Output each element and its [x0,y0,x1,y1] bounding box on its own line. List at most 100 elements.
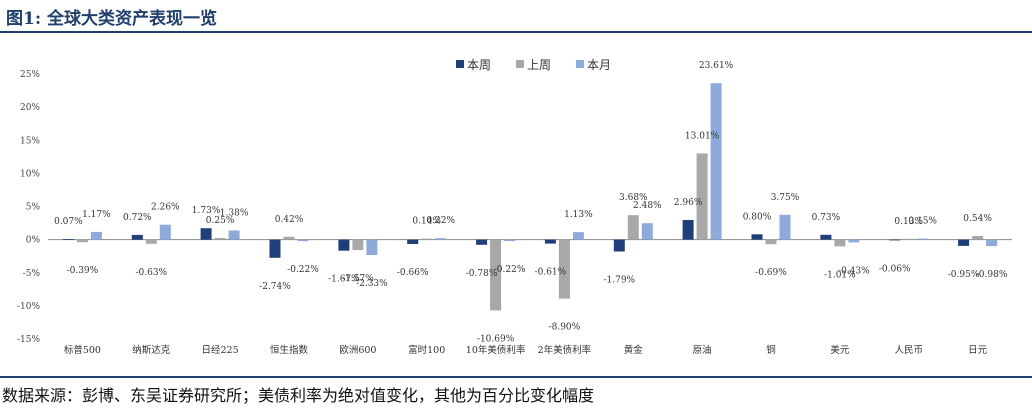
x-tick-label: 日元 [968,345,988,356]
y-tick-label: 15% [20,136,40,146]
data-label: -0.22% [494,265,526,275]
data-label: 2.26% [151,203,180,213]
legend-label: 本月 [587,58,611,72]
data-label: -0.22% [287,265,319,275]
data-label: 3.68% [619,193,648,203]
bar-10年美债利率-上周 [490,239,502,311]
y-tick-label: 20% [20,103,40,113]
x-tick-label: 2年美债利率 [538,344,592,356]
data-label: 3.75% [771,193,800,203]
bar-10年美债利率-本周 [476,239,488,245]
data-label: -0.66% [397,268,429,278]
bar-原油-上周 [696,153,708,240]
bar-原油-本月 [710,83,722,240]
data-label: -0.98% [976,270,1008,280]
legend-swatch [576,60,584,68]
x-tick-label: 人民币 [894,345,923,356]
y-tick-label: 25% [20,70,40,80]
x-tick-label: 恒生指数 [270,344,309,356]
data-labels-group: 0.07% 0.72%1.73%-2.74%-1.67%-0.66% -0.78% -… [54,61,1008,344]
bar-欧洲600-本月 [366,239,378,255]
bar-美元-本月 [848,239,860,243]
x-tick-label: 日经225 [202,344,239,356]
x-tick-label: 10年美债利率 [466,344,526,356]
x-tick-label: 富时100 [408,344,445,356]
data-label: 0.13% [894,217,923,227]
data-label: -0.43% [838,267,870,277]
bar-日元-本月 [986,239,998,247]
data-label: 0.07% [54,217,83,227]
data-label: 23.61% [699,61,734,71]
bar-富时100-上周 [421,238,433,240]
bar-标普500-本周 [62,239,74,240]
data-label: -0.61% [535,268,567,278]
bar-欧洲600-上周 [352,239,364,250]
bar-2年美债利率-上周 [558,239,570,299]
bar-标普500-上周 [76,239,88,243]
bar-日元-上周 [972,236,984,240]
y-tick-label: 10% [20,169,40,179]
bar-黄金-上周 [627,215,639,240]
bar-美元-本周 [820,234,832,240]
legend: 本周 上周 本月 [456,58,611,72]
data-label: 13.01% [685,131,720,141]
data-label: -2.33% [356,279,388,289]
x-tick-label: 黄金 [624,344,644,356]
figure-title: 图1: 全球大类资产表现一览 [6,9,218,29]
legend-label: 本周 [467,58,491,72]
data-label: 2.96% [674,198,703,208]
x-axis: 标普500 纳斯达克 日经225 恒生指数 欧洲600 富时100 10年美债利率 2年美债利… [64,344,988,356]
data-label: -10.69% [477,334,515,344]
source-note: 数据来源：彭博、东吴证券研究所；美债利率为绝对值变化，其他为百分比变化幅度 [2,386,595,405]
bar-2年美债利率-本月 [572,232,584,240]
bar-恒生指数-上周 [283,236,295,240]
bar-美元-上周 [834,239,846,247]
y-tick-label: 0% [26,236,41,246]
data-label: 0.42% [275,215,304,225]
legend-swatch [456,60,464,68]
data-label: -0.63% [135,268,167,278]
y-tick-label: -15% [17,335,40,345]
data-label: 0.54% [963,214,992,224]
x-tick-label: 铜 [766,344,776,356]
y-tick-label: -10% [17,302,40,312]
data-label: -1.57% [342,274,374,284]
data-label: -1.79% [603,276,635,286]
data-label: -2.74% [259,282,291,292]
bar-日经225-上周 [214,238,226,240]
bar-chart: 25% 20% 15% 10% 5% 0% -5% -10% -15% 0.07% 0.72% 1.… [17,58,1012,356]
top-rule [0,31,1032,33]
bar-日经225-本月 [228,230,240,240]
data-label: 1.17% [82,210,111,220]
bar-纳斯达克-本周 [131,234,143,240]
bar-黄金-本月 [641,223,653,240]
data-label: 1.73% [192,206,221,216]
legend-label: 上周 [527,58,551,72]
bar-纳斯达克-上周 [145,239,157,244]
y-tick-label: 5% [26,203,41,213]
data-label: 0.73% [812,213,841,223]
x-tick-label: 标普500 [64,344,101,356]
data-label: 2.48% [633,201,662,211]
bar-恒生指数-本周 [269,239,281,258]
data-label: -1.67% [328,275,360,285]
x-tick-label: 原油 [693,344,712,356]
bar-日经225-本周 [200,228,212,240]
bar-铜-上周 [765,239,777,245]
bar-富时100-本月 [435,238,447,240]
bar-人民币-上周 [903,238,915,240]
data-label: 0.25% [206,216,235,226]
data-label: 1.38% [220,209,249,219]
data-label: 0.72% [123,213,152,223]
y-tick-label: -5% [23,269,41,279]
bar-2年美债利率-本周 [544,239,556,244]
bar-铜-本周 [751,234,763,240]
bottom-rule [0,376,1032,378]
data-label: 1.13% [564,210,593,220]
data-label: -0.95% [948,270,980,280]
data-label: 0.22% [426,216,455,226]
bar-欧洲600-本周 [338,239,350,251]
data-label: 0.14% [412,217,441,227]
legend-swatch [516,60,524,68]
data-label: -1.01% [824,270,856,280]
